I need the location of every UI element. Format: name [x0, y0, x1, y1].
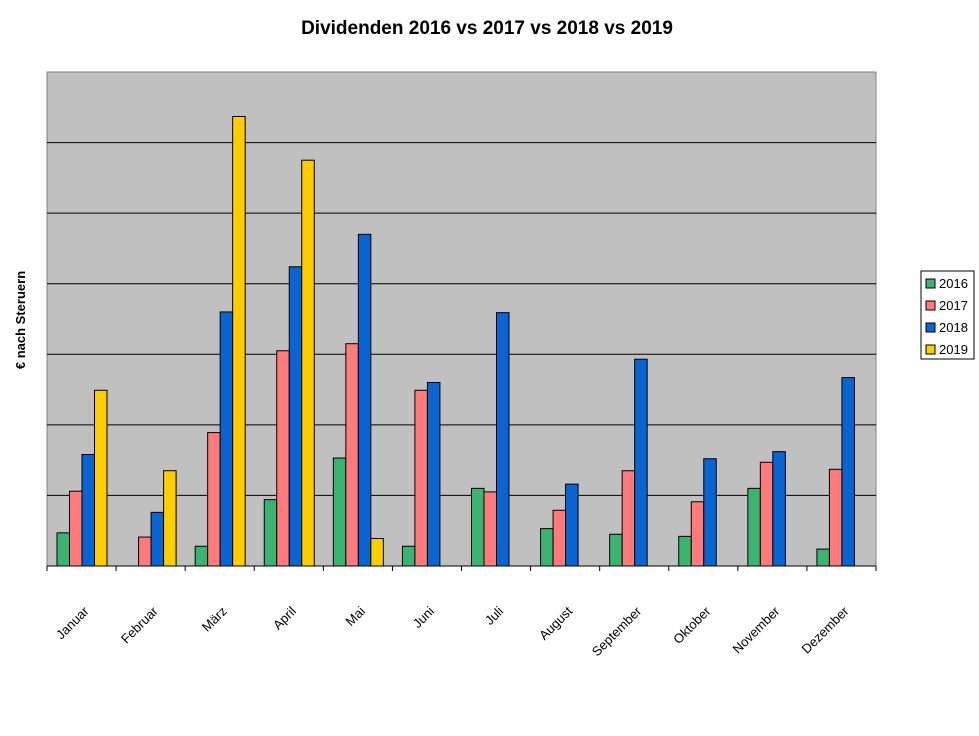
bar-2017-juni — [414, 389, 428, 567]
legend-swatch-2018 — [925, 322, 936, 333]
x-tick-label-oktober: Oktober — [670, 603, 714, 647]
bar-2016-april — [263, 499, 278, 567]
x-tick-label-januar: Januar — [53, 603, 92, 642]
bar-2017-april — [276, 350, 290, 567]
legend-label-2019: 2019 — [939, 342, 968, 357]
bar-2018-april — [288, 266, 303, 567]
legend: 2016 2017 2018 2019 — [920, 270, 975, 360]
bar-2016-dezember — [816, 548, 830, 567]
bar-2018-dezember — [841, 377, 855, 567]
bar-2017-oktober — [690, 501, 705, 567]
bar-2018-mai — [357, 233, 372, 567]
bar-2016-juni — [401, 545, 416, 567]
bar-2016-juli — [471, 487, 485, 567]
bar-2016-september — [609, 533, 623, 567]
bar-2017-august — [552, 509, 567, 567]
bar-2017-mai — [345, 343, 359, 567]
bar-2018-november — [772, 451, 786, 567]
x-tick-label-november: November — [729, 603, 782, 656]
bar-2018-oktober — [703, 458, 717, 567]
y-axis-label: € nach Steruern — [13, 271, 28, 369]
x-tick-label-mai: Mai — [343, 603, 368, 628]
bar-2017-november — [759, 461, 774, 567]
x-tick-label-august: August — [536, 603, 575, 642]
bar-2018-september — [634, 358, 648, 567]
bar-2019-januar — [94, 389, 108, 567]
bar-2019-april — [301, 159, 315, 567]
bar-2016-oktober — [678, 535, 692, 567]
bar-2016-märz — [194, 545, 209, 567]
axes — [46, 565, 877, 571]
x-tick-label-februar: Februar — [118, 603, 161, 646]
gridlines — [47, 142, 876, 496]
bar-2018-august — [565, 483, 579, 567]
bars — [56, 115, 855, 567]
x-tick-label-märz: März — [199, 604, 230, 635]
plot-area — [46, 71, 877, 567]
bar-2018-märz — [219, 311, 234, 567]
bar-2017-juli — [483, 491, 497, 567]
x-tick-label-september: September — [589, 603, 645, 659]
bar-2017-september — [621, 470, 636, 567]
bar-2018-juni — [426, 382, 441, 567]
bar-2017-januar — [69, 490, 83, 567]
bar-2018-juli — [496, 312, 510, 567]
legend-swatch-2019 — [925, 344, 936, 355]
legend-label-2016: 2016 — [939, 276, 968, 291]
x-tick-labels: Januar Februar März April Mai Juni Juli August S… — [53, 603, 852, 659]
bar-2016-januar — [56, 532, 70, 567]
chart-title: Dividenden 2016 vs 2017 vs 2018 vs 2019 — [301, 18, 673, 39]
bar-2018-februar — [150, 511, 165, 567]
legend-label-2018: 2018 — [939, 320, 968, 335]
x-tick-label-juni: Juni — [410, 603, 438, 631]
bar-2019-märz — [232, 115, 246, 567]
bar-2017-dezember — [828, 468, 843, 567]
x-tick-label-dezember: Dezember — [799, 603, 852, 656]
bar-2019-mai — [370, 537, 384, 567]
bar-2016-mai — [332, 457, 347, 567]
bar-2019-februar — [163, 470, 177, 567]
legend-label-2017: 2017 — [939, 298, 968, 313]
bar-2017-märz — [207, 432, 221, 567]
legend-swatch-2016 — [925, 278, 936, 289]
bar-2018-januar — [81, 453, 95, 567]
legend-swatch-2017 — [925, 300, 936, 311]
bar-2016-november — [747, 487, 761, 567]
x-tick-label-april: April — [270, 603, 299, 632]
bar-2017-februar — [138, 536, 152, 567]
x-tick-label-juli: Juli — [482, 603, 506, 627]
bar-2016-august — [540, 528, 554, 567]
